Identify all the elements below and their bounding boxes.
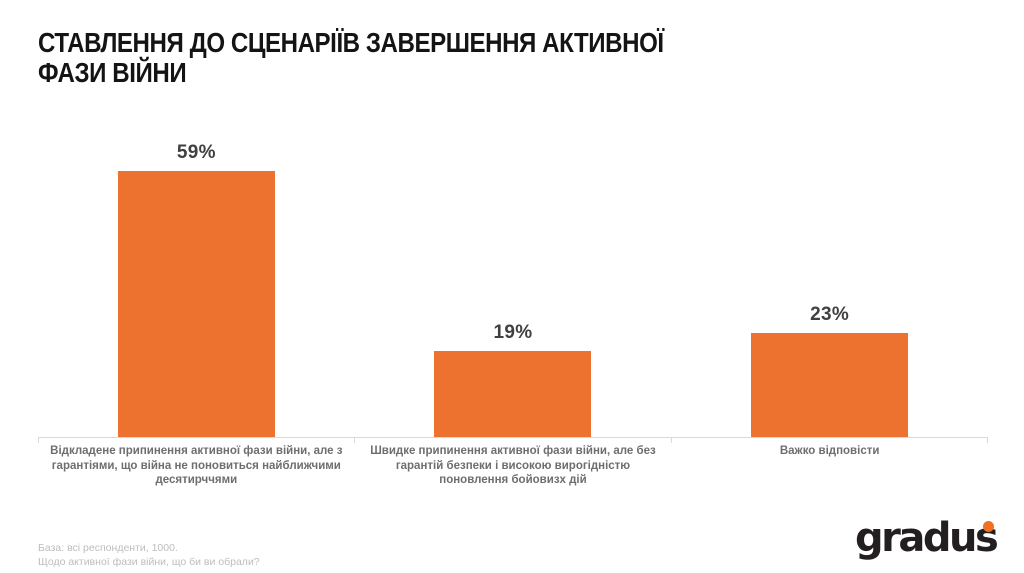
gradus-logo-text: gradus — [855, 515, 999, 561]
footnote-question: Щодо активної фази війни, що би ви обрал… — [38, 556, 260, 568]
chart-title: СТАВЛЕННЯ ДО СЦЕНАРІЇВ ЗАВЕРШЕННЯ АКТИВН… — [38, 28, 778, 88]
bar-column-1: 59% — [38, 140, 355, 437]
axis-tick — [671, 438, 672, 443]
bar-chart: 59% 19% 23% — [38, 140, 988, 443]
gradus-logo: gradus — [855, 514, 1005, 569]
category-labels: Відкладене припинення активної фази війн… — [38, 444, 988, 488]
axis-tick — [38, 438, 39, 443]
category-label-1: Відкладене припинення активної фази війн… — [50, 445, 343, 486]
gradus-logo-dot-icon — [983, 521, 994, 532]
category-label-2: Швидке припинення активної фази війни, а… — [370, 445, 656, 486]
axis-tick — [987, 438, 988, 443]
bar-column-3: 23% — [671, 140, 988, 437]
bar-column-2: 19% — [355, 140, 672, 437]
value-label-2: 19% — [493, 322, 533, 343]
bar-columns: 59% 19% 23% — [38, 140, 988, 437]
value-label-3: 23% — [810, 304, 850, 325]
bar-2 — [434, 351, 592, 437]
chart-title-line-2: ФАЗИ ВІЙНИ — [38, 57, 187, 88]
bar-3 — [751, 333, 909, 437]
category-label-3: Важко відповісти — [779, 445, 880, 457]
axis-tick — [354, 438, 355, 443]
footnote: База: всі респонденти, 1000. Щодо активн… — [38, 541, 260, 569]
footnote-base: База: всі респонденти, 1000. — [38, 542, 178, 554]
chart-title-line-1: СТАВЛЕННЯ ДО СЦЕНАРІЇВ ЗАВЕРШЕННЯ АКТИВН… — [38, 27, 664, 58]
value-label-1: 59% — [176, 142, 216, 163]
bar-1 — [117, 171, 275, 437]
